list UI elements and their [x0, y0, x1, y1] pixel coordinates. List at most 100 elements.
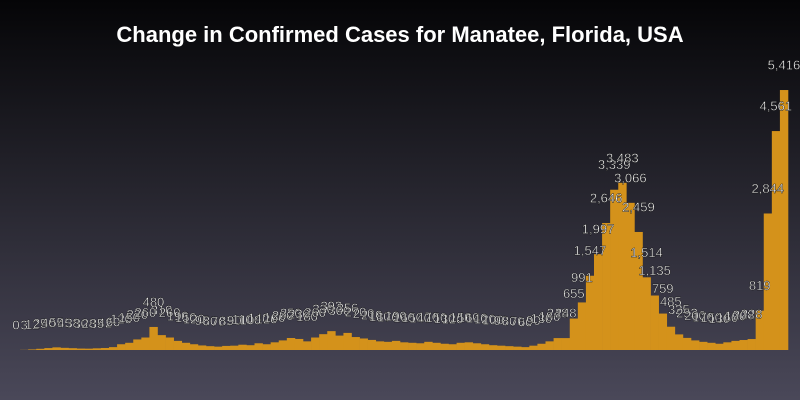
data-label: 70 — [510, 314, 524, 329]
data-label: 260 — [135, 305, 157, 320]
bar — [779, 90, 789, 351]
data-label: 485 — [660, 294, 682, 309]
data-label: 3,339 — [598, 157, 631, 172]
data-label: 170 — [417, 309, 439, 324]
bar — [286, 338, 296, 350]
data-label: 100 — [240, 313, 262, 328]
bar — [400, 342, 409, 350]
bar — [747, 339, 756, 350]
bar — [214, 346, 223, 350]
data-label: 130 — [434, 311, 456, 326]
data-label: 190 — [725, 308, 747, 323]
data-label: 110 — [232, 312, 253, 327]
bar — [238, 344, 247, 350]
bar — [715, 343, 724, 350]
data-label: 180 — [539, 309, 561, 324]
data-label: 160 — [717, 310, 739, 325]
data-label: 0 — [12, 317, 19, 332]
bar — [311, 337, 320, 350]
bar — [553, 338, 562, 350]
bar — [755, 310, 765, 350]
data-label: 200 — [272, 308, 294, 323]
data-label: 60 — [106, 315, 120, 330]
bar — [626, 202, 635, 350]
data-label: 4,561 — [760, 99, 793, 114]
data-label: 170 — [377, 309, 399, 324]
data-label: 200 — [684, 308, 706, 323]
data-label: 300 — [329, 303, 351, 318]
bar — [561, 338, 571, 350]
data-label: 140 — [409, 311, 431, 326]
data-label: 28 — [82, 316, 96, 331]
data-label: 2,844 — [752, 181, 785, 196]
bar — [44, 348, 53, 350]
data-label: 3,066 — [614, 170, 647, 185]
bar — [569, 318, 579, 350]
data-label: 190 — [385, 308, 407, 323]
bar — [319, 334, 328, 350]
bar — [488, 345, 498, 350]
bar — [618, 182, 627, 350]
data-label: 1,135 — [638, 263, 671, 278]
data-label: 230 — [288, 306, 310, 321]
data-label: 55 — [49, 315, 63, 330]
bar — [92, 348, 102, 350]
data-label: 12 — [25, 317, 39, 332]
data-label: 140 — [248, 311, 270, 326]
bar — [666, 326, 676, 350]
data-label: 30 — [73, 316, 87, 331]
data-label: 228 — [741, 306, 763, 321]
bar — [505, 346, 514, 350]
data-label: 150 — [118, 310, 140, 325]
data-label: 180 — [296, 309, 318, 324]
data-label: 150 — [426, 310, 448, 325]
data-label: 120 — [183, 312, 205, 327]
data-label: 160 — [458, 310, 480, 325]
bar — [246, 345, 255, 350]
bar — [456, 342, 465, 350]
data-label: 310 — [151, 303, 173, 318]
data-label: 248 — [547, 306, 569, 321]
data-label: 60 — [518, 315, 532, 330]
bar — [537, 343, 546, 350]
bar — [359, 338, 368, 350]
bar — [375, 341, 385, 350]
data-label: 180 — [369, 309, 391, 324]
data-label: 210 — [361, 307, 383, 322]
data-label: 208 — [733, 307, 755, 322]
data-label: 140 — [466, 311, 488, 326]
bar — [125, 342, 134, 350]
bar — [165, 337, 174, 350]
bar — [117, 344, 126, 350]
bar — [682, 337, 692, 350]
bar — [68, 348, 77, 350]
bar — [383, 341, 393, 350]
data-label: 759 — [652, 281, 674, 296]
bar — [731, 340, 740, 350]
data-label: 90 — [494, 313, 508, 328]
bar — [585, 275, 595, 350]
bar — [197, 345, 207, 350]
bar — [521, 347, 530, 350]
data-label: 160 — [264, 310, 286, 325]
data-label: 270 — [345, 304, 367, 319]
data-label: 120 — [442, 312, 464, 327]
data-label: 90 — [227, 313, 241, 328]
data-label: 150 — [175, 310, 197, 325]
data-label: 70 — [211, 314, 225, 329]
data-label: 80 — [203, 314, 217, 329]
data-label: 250 — [280, 305, 302, 320]
data-label: 40 — [41, 316, 55, 331]
data-label: 150 — [700, 310, 722, 325]
bar — [294, 338, 304, 350]
bar — [610, 189, 619, 350]
bar — [707, 342, 716, 350]
data-label: 150 — [450, 310, 472, 325]
bar — [432, 342, 441, 350]
bar — [181, 342, 191, 350]
data-label: 42 — [98, 315, 112, 330]
bar — [691, 340, 700, 350]
bar — [594, 254, 603, 350]
